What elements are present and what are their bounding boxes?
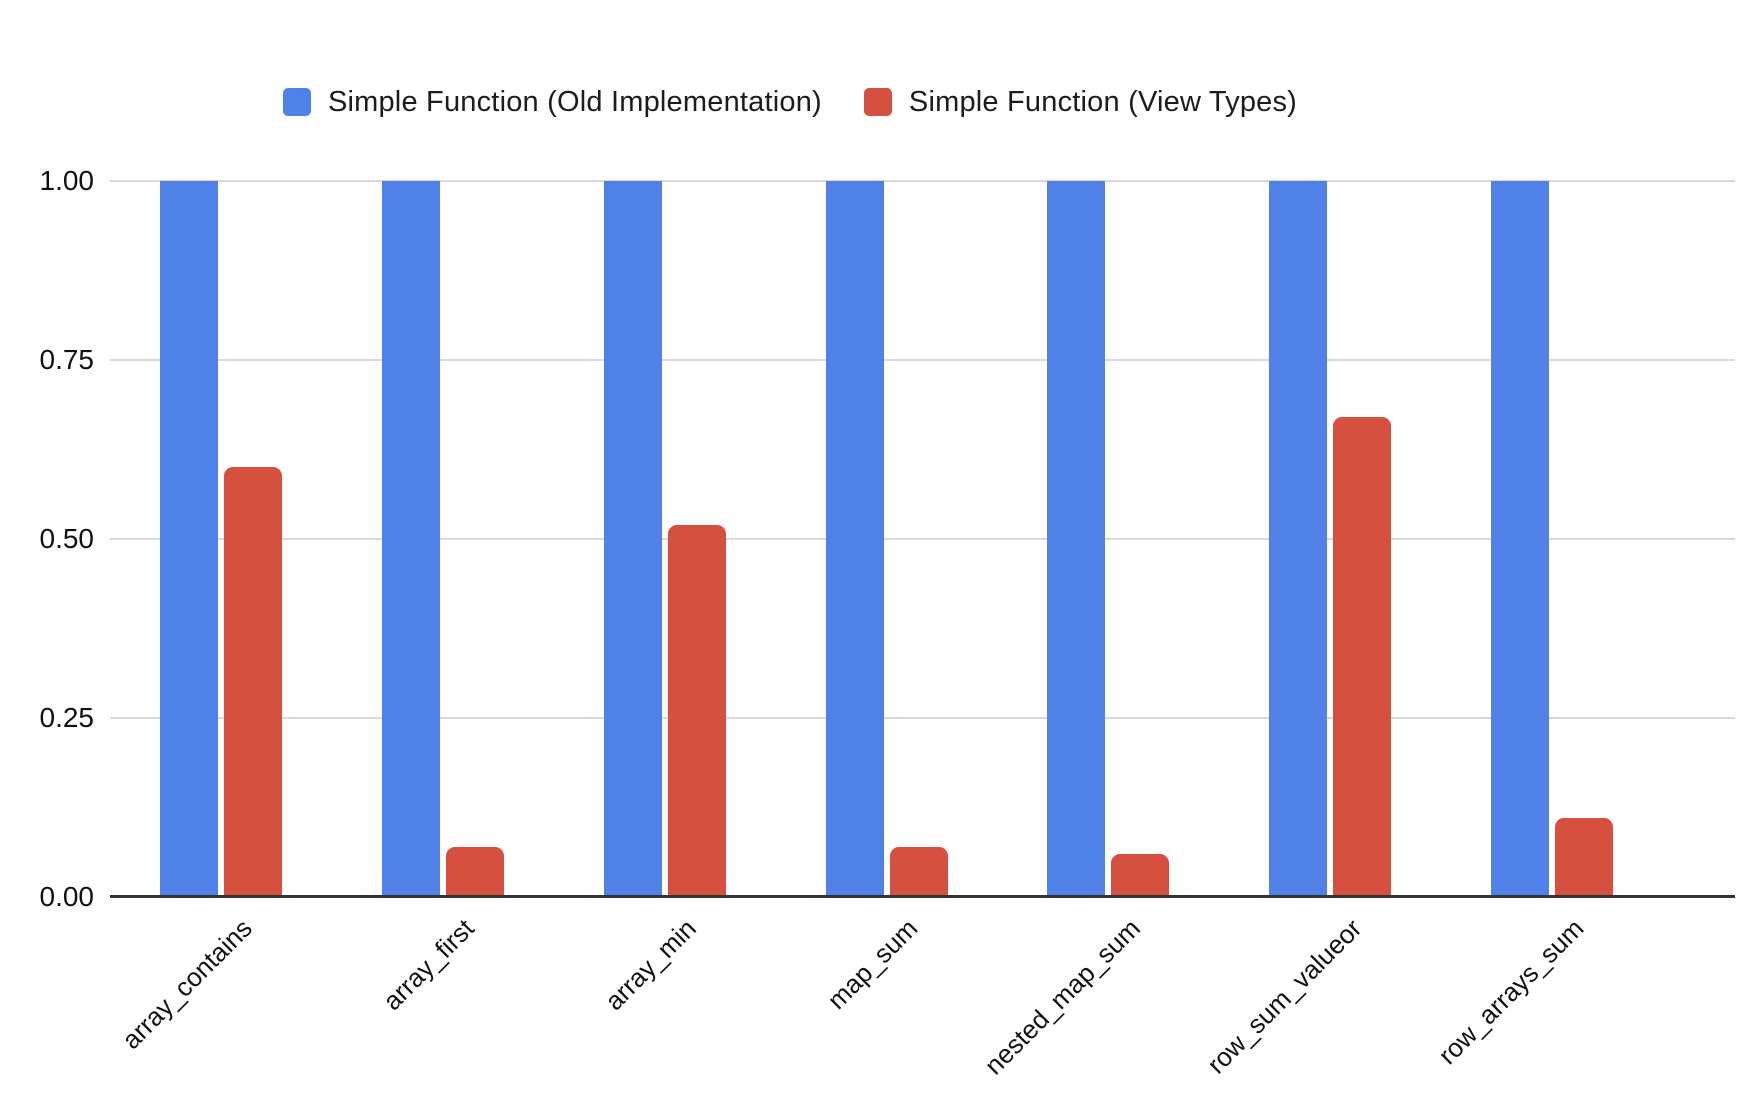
x-tick-label-array_first: array_first [377, 913, 481, 1016]
bar-view-types-nested_map_sum [1111, 854, 1170, 897]
legend-label-view-types: Simple Function (View Types) [908, 85, 1298, 118]
bar-view-types-array_first [445, 846, 504, 897]
y-tick-label-0.00: 0.00 [39, 881, 95, 912]
y-tick-label-1.00: 1.00 [39, 165, 95, 196]
bar-old-implementation-nested_map_sum [1047, 181, 1106, 897]
bar-old-implementation-map_sum [825, 181, 884, 897]
bar-old-implementation-array_min [603, 181, 662, 897]
bar-old-implementation-array_first [381, 181, 440, 897]
legend-label-old-implementation: Simple Function (Old Implementation) [327, 85, 822, 118]
x-axis-line [110, 895, 1735, 898]
gridline-1.00 [110, 180, 1735, 182]
gridline-0.50 [110, 538, 1735, 540]
x-tick-label-nested_map_sum: nested_map_sum [978, 913, 1146, 1081]
x-tick-label-row_sum_valueor: row_sum_valueor [1201, 913, 1368, 1080]
legend-item-view-types: Simple Function (View Types) [863, 85, 1298, 119]
x-tick-label-row_arrays_sum: row_arrays_sum [1432, 913, 1590, 1071]
bar-old-implementation-row_sum_valueor [1269, 181, 1328, 897]
bar-old-implementation-row_arrays_sum [1491, 181, 1550, 897]
x-tick-label-map_sum: map_sum [821, 913, 924, 1015]
gridline-0.75 [110, 359, 1735, 361]
y-tick-label-0.75: 0.75 [39, 344, 95, 375]
x-tick-label-array_min: array_min [598, 913, 702, 1016]
chart-legend: Simple Function (Old Implementation) Sim… [0, 84, 1580, 120]
bar-view-types-row_arrays_sum [1555, 818, 1614, 897]
legend-item-old-implementation: Simple Function (Old Implementation) [282, 85, 822, 119]
bar-view-types-map_sum [889, 846, 948, 897]
y-tick-label-0.25: 0.25 [39, 702, 95, 733]
gridline-0.25 [110, 717, 1735, 719]
bar-old-implementation-array_contains [159, 181, 218, 897]
y-tick-label-0.50: 0.50 [39, 523, 95, 554]
x-tick-label-array_contains: array_contains [116, 913, 259, 1055]
bar-view-types-array_min [667, 524, 726, 897]
plot-area [110, 180, 1735, 898]
legend-swatch-view-types [863, 88, 892, 116]
bar-view-types-array_contains [223, 467, 282, 897]
legend-swatch-old-implementation [282, 88, 311, 116]
bar-view-types-row_sum_valueor [1333, 417, 1392, 897]
